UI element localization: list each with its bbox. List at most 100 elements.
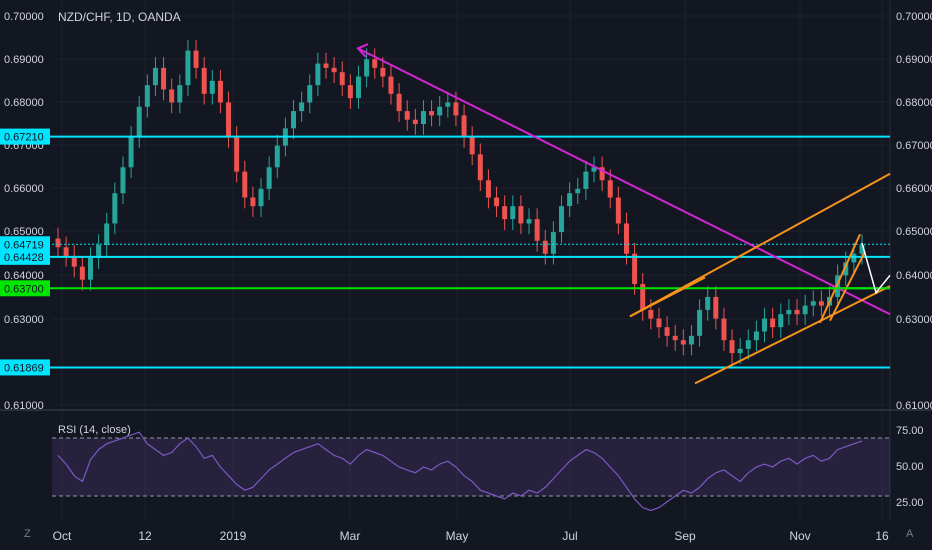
candle-body <box>859 245 865 254</box>
price-tick-label: 0.65000 <box>896 226 932 238</box>
level-tag-label: 0.64428 <box>4 252 44 264</box>
candle-body <box>656 318 662 328</box>
level-tag <box>0 248 50 265</box>
candle-body <box>347 85 353 99</box>
left-price-tick-label: 0.63000 <box>4 314 44 326</box>
left-price-tick-label: 0.70000 <box>4 11 44 23</box>
channel-small-lower <box>829 251 866 322</box>
candle-body <box>843 262 849 276</box>
candle-body <box>234 137 240 172</box>
candle-body <box>607 180 613 198</box>
candle-body <box>851 253 857 263</box>
price-tick-label: 0.64000 <box>896 270 932 282</box>
candle-body <box>250 197 256 207</box>
left-price-tick-label: 0.64000 <box>4 270 44 282</box>
candle-body <box>778 314 784 328</box>
candle-body <box>445 102 451 107</box>
candle-body <box>802 305 808 315</box>
candle-body <box>542 240 548 254</box>
rsi-title: RSI (14, close) <box>58 424 131 436</box>
candle-body <box>591 167 597 172</box>
candle-body <box>575 188 581 194</box>
candle-body <box>745 340 751 349</box>
level-tag <box>0 280 50 297</box>
candle-body <box>469 137 475 155</box>
candle-body <box>477 154 483 181</box>
candle-body <box>242 171 248 198</box>
candle-body <box>217 80 223 103</box>
time-tick-label: Nov <box>789 529 810 543</box>
left-price-tick-label: 0.69000 <box>4 54 44 66</box>
candle-body <box>420 111 426 125</box>
candle-body <box>688 335 694 345</box>
candle-body <box>55 238 61 248</box>
timezone-icon[interactable]: Z <box>24 528 31 540</box>
level-tag-label: 0.64719 <box>4 239 44 251</box>
candle-body <box>274 145 280 168</box>
level-tag <box>0 236 50 253</box>
candle-body <box>753 331 759 341</box>
chart-title: NZD/CHF, 1D, OANDA <box>58 10 181 24</box>
candle-body <box>79 266 85 280</box>
candle-body <box>128 137 134 168</box>
candle-body <box>770 318 776 328</box>
candle-body <box>786 309 792 315</box>
price-tick-label: 0.70000 <box>896 11 932 23</box>
price-tick-label: 0.69000 <box>896 54 932 66</box>
candle-body <box>380 67 386 77</box>
candle-body <box>680 340 686 345</box>
candle-body <box>648 309 654 319</box>
candle-body <box>388 76 394 94</box>
left-price-tick-label: 0.65000 <box>4 226 44 238</box>
auto-scale-icon[interactable]: A <box>906 528 914 540</box>
candle-body <box>331 67 337 73</box>
candle-body <box>697 309 703 336</box>
candle-body <box>120 167 126 194</box>
left-price-tick-label: 0.66000 <box>4 183 44 195</box>
candle-body <box>632 253 638 284</box>
candle-body <box>672 335 678 341</box>
candle-body <box>494 197 500 207</box>
candle-body <box>104 223 110 246</box>
candle-body <box>559 206 565 233</box>
candle-body <box>323 63 329 68</box>
price-tick-label: 0.61000 <box>896 400 932 412</box>
price-tick-label: 0.68000 <box>896 97 932 109</box>
channel-upper-line <box>629 172 891 318</box>
projection-arrow <box>861 242 891 295</box>
candle-body <box>364 59 370 77</box>
downtrend-line <box>357 47 891 316</box>
rsi-tick-label: 75.00 <box>896 425 924 437</box>
candle-body <box>177 85 183 103</box>
candle-body <box>713 296 719 319</box>
time-tick-label: Oct <box>53 529 72 543</box>
candle-body <box>144 85 150 107</box>
candle-body <box>266 167 272 189</box>
candle-body <box>729 340 735 354</box>
rsi-line <box>57 431 863 512</box>
price-tick-label: 0.67000 <box>896 140 932 152</box>
candle-body <box>453 102 459 116</box>
candle-body <box>705 296 711 310</box>
price-tick-label: 0.63000 <box>896 314 932 326</box>
candle-body <box>71 255 77 267</box>
candle-body <box>307 85 313 103</box>
candle-body <box>404 111 410 120</box>
candle-body <box>534 219 540 241</box>
candle-body <box>762 318 768 332</box>
candle-body <box>502 206 508 220</box>
candle-body <box>339 72 345 86</box>
candle-body <box>437 106 443 116</box>
candle-body <box>526 219 532 224</box>
candle-body <box>396 93 402 112</box>
candle-body <box>258 188 264 207</box>
candle-body <box>209 80 215 94</box>
candle-body <box>818 301 824 306</box>
channel-small-upper <box>819 233 861 324</box>
candle-body <box>315 63 321 86</box>
left-price-tick-label: 0.61000 <box>4 400 44 412</box>
level-tag <box>0 359 50 376</box>
candle-body <box>299 102 305 112</box>
channel-lower-line <box>694 285 891 385</box>
